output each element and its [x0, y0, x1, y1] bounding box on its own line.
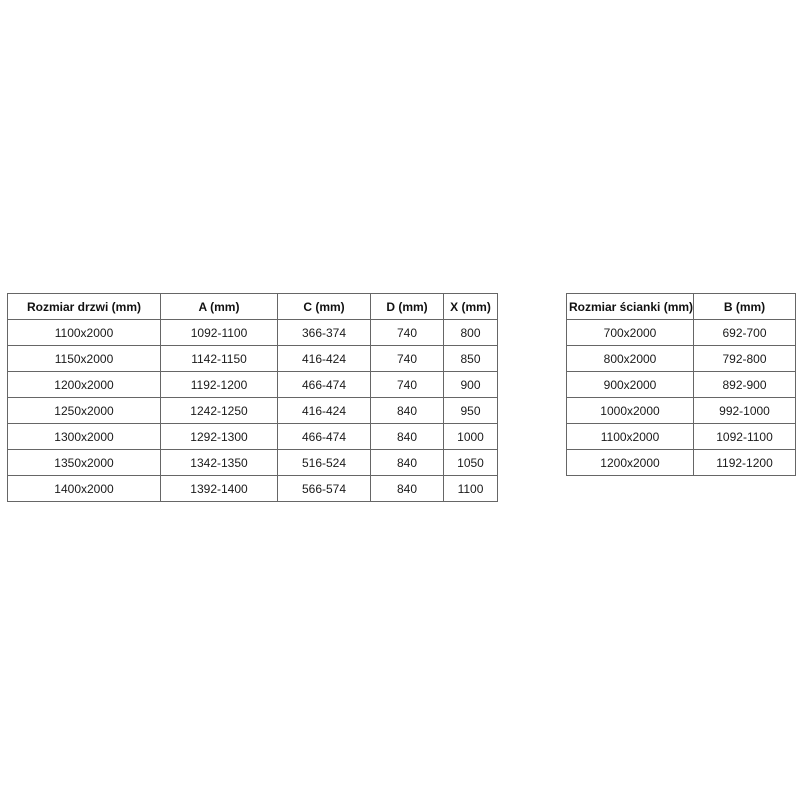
table-cell: 900x2000 — [566, 371, 694, 398]
table-row: 1250x2000 1242-1250 416-424 840 950 — [7, 397, 498, 424]
table-cell: 800x2000 — [566, 345, 694, 372]
table-cell: 840 — [370, 397, 444, 424]
table-cell: 1250x2000 — [7, 397, 161, 424]
header-row: Rozmiar ścianki (mm) B (mm) — [566, 293, 796, 320]
table-cell: 1350x2000 — [7, 449, 161, 476]
table-cell: 366-374 — [277, 319, 371, 346]
table-cell: 1200x2000 — [566, 449, 694, 476]
table-cell: 840 — [370, 423, 444, 450]
table-cell: 1050 — [443, 449, 498, 476]
table-row: 1400x2000 1392-1400 566-574 840 1100 — [7, 475, 498, 502]
table-row: 1000x2000 992-1000 — [566, 397, 796, 424]
table-cell: 892-900 — [693, 371, 796, 398]
table-cell: 840 — [370, 475, 444, 502]
column-header: C (mm) — [277, 293, 371, 320]
table-row: 1150x2000 1142-1150 416-424 740 850 — [7, 345, 498, 372]
table-row: 1300x2000 1292-1300 466-474 840 1000 — [7, 423, 498, 450]
table-cell: 850 — [443, 345, 498, 372]
table-cell: 1192-1200 — [693, 449, 796, 476]
table-cell: 1150x2000 — [7, 345, 161, 372]
table-cell: 1400x2000 — [7, 475, 161, 502]
table-cell: 516-524 — [277, 449, 371, 476]
wall-panel-dimensions-table: Rozmiar ścianki (mm) B (mm) 700x2000 692-70… — [566, 293, 796, 476]
table-cell: 740 — [370, 371, 444, 398]
table-cell: 800 — [443, 319, 498, 346]
table-cell: 1342-1350 — [160, 449, 278, 476]
table-cell: 1000 — [443, 423, 498, 450]
table-row: 1200x2000 1192-1200 — [566, 449, 796, 476]
table-cell: 692-700 — [693, 319, 796, 346]
table-row: 1200x2000 1192-1200 466-474 740 900 — [7, 371, 498, 398]
table-row: 1350x2000 1342-1350 516-524 840 1050 — [7, 449, 498, 476]
table-row: 800x2000 792-800 — [566, 345, 796, 372]
table-cell: 1292-1300 — [160, 423, 278, 450]
door-dimensions-table: Rozmiar drzwi (mm) A (mm) C (mm) D (mm) X (m… — [7, 293, 498, 502]
table-cell: 840 — [370, 449, 444, 476]
column-header: A (mm) — [160, 293, 278, 320]
table-cell: 1092-1100 — [693, 423, 796, 450]
table-cell: 950 — [443, 397, 498, 424]
table-cell: 1100x2000 — [7, 319, 161, 346]
header-row: Rozmiar drzwi (mm) A (mm) C (mm) D (mm) X (m… — [7, 293, 498, 320]
table-cell: 792-800 — [693, 345, 796, 372]
table-cell: 1000x2000 — [566, 397, 694, 424]
table-cell: 992-1000 — [693, 397, 796, 424]
column-header: D (mm) — [370, 293, 444, 320]
column-header: Rozmiar ścianki (mm) — [566, 293, 694, 320]
table-cell: 466-474 — [277, 371, 371, 398]
table-cell: 566-574 — [277, 475, 371, 502]
column-header: B (mm) — [693, 293, 796, 320]
table-row: 700x2000 692-700 — [566, 319, 796, 346]
table-cell: 740 — [370, 319, 444, 346]
table-row: 900x2000 892-900 — [566, 371, 796, 398]
table-cell: 700x2000 — [566, 319, 694, 346]
table-cell: 1142-1150 — [160, 345, 278, 372]
table-row: 1100x2000 1092-1100 366-374 740 800 — [7, 319, 498, 346]
column-header: Rozmiar drzwi (mm) — [7, 293, 161, 320]
table-cell: 1200x2000 — [7, 371, 161, 398]
table-cell: 416-424 — [277, 397, 371, 424]
table-cell: 1192-1200 — [160, 371, 278, 398]
table-cell: 740 — [370, 345, 444, 372]
table-cell: 466-474 — [277, 423, 371, 450]
table-cell: 1242-1250 — [160, 397, 278, 424]
table-cell: 1100 — [443, 475, 498, 502]
table-cell: 1092-1100 — [160, 319, 278, 346]
table-cell: 900 — [443, 371, 498, 398]
table-cell: 416-424 — [277, 345, 371, 372]
column-header: X (mm) — [443, 293, 498, 320]
table-cell: 1300x2000 — [7, 423, 161, 450]
table-row: 1100x2000 1092-1100 — [566, 423, 796, 450]
table-cell: 1100x2000 — [566, 423, 694, 450]
table-cell: 1392-1400 — [160, 475, 278, 502]
